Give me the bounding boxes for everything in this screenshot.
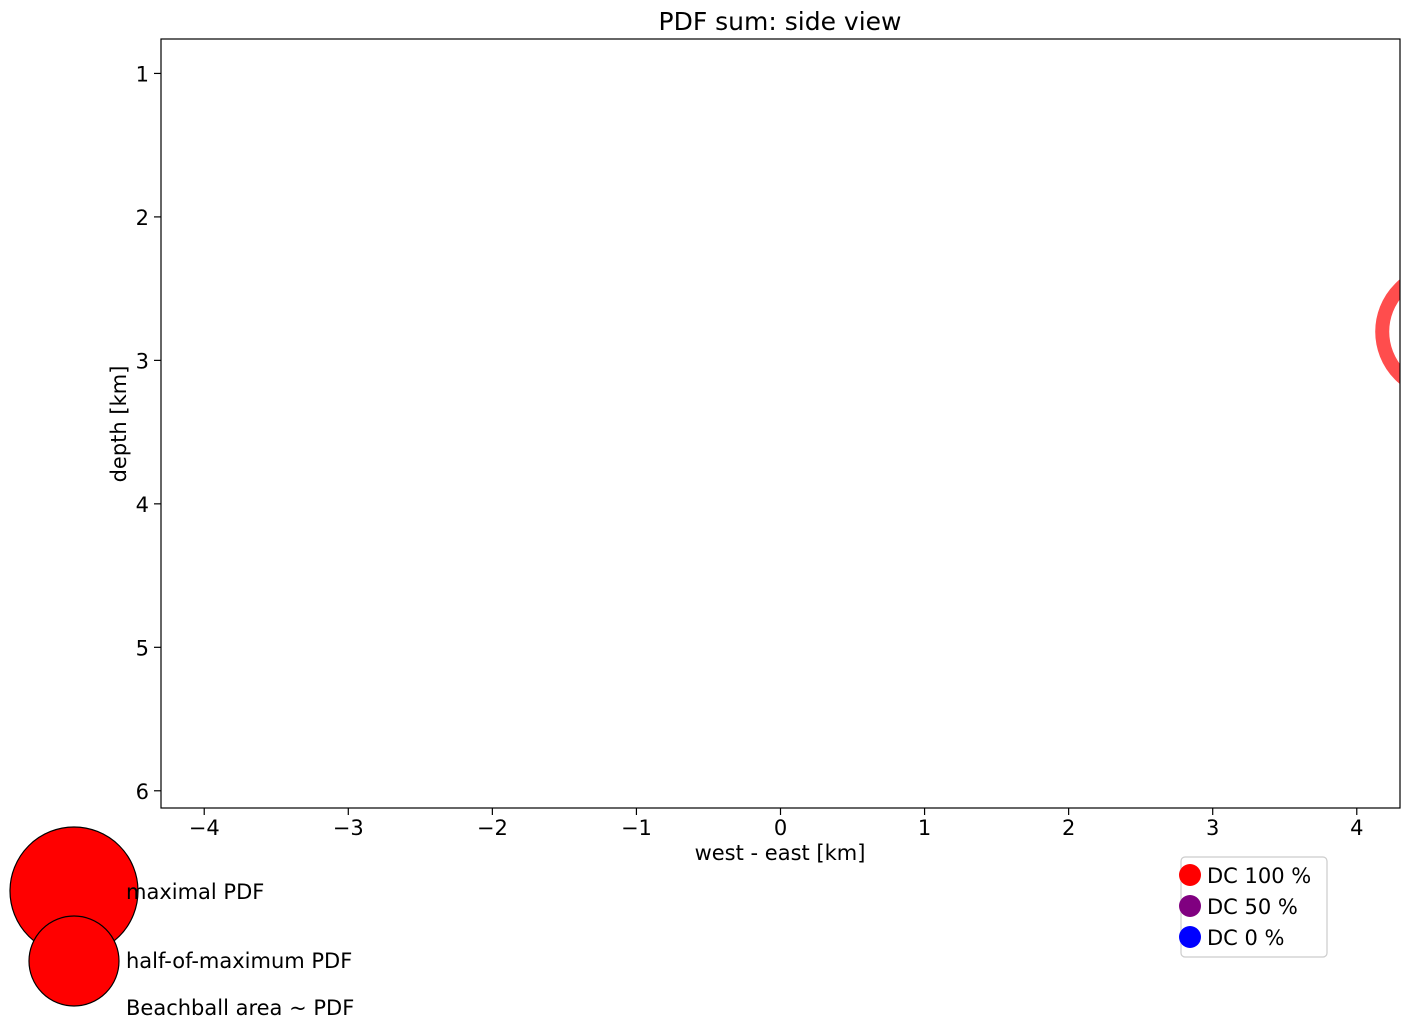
plot-marks [1375, 279, 1400, 385]
size-legend-label-half: half-of-maximum PDF [126, 949, 352, 973]
y-tick-label: 2 [136, 206, 149, 230]
x-tick-label: −4 [189, 816, 220, 840]
color-legend-marker-dc0 [1179, 926, 1201, 948]
color-legend-label-dc100: DC 100 % [1207, 864, 1311, 888]
x-axis: −4 −3 −2 −1 0 1 2 3 4 [189, 808, 1363, 840]
y-tick-label: 1 [136, 62, 149, 86]
color-legend-label-dc50: DC 50 % [1207, 895, 1298, 919]
y-tick-label: 4 [136, 493, 149, 517]
x-tick-label: −1 [621, 816, 652, 840]
y-tick-label: 3 [136, 349, 149, 373]
x-tick-label: 0 [774, 816, 787, 840]
y-tick-label: 5 [136, 636, 149, 660]
color-legend-label-dc0: DC 0 % [1207, 926, 1285, 950]
color-legend-marker-dc100 [1179, 864, 1201, 886]
x-tick-label: 1 [918, 816, 931, 840]
x-axis-label: west - east [km] [695, 841, 866, 865]
size-legend-marker-half [28, 915, 120, 1007]
x-tick-label: 4 [1350, 816, 1363, 840]
y-axis-label: depth [km] [107, 366, 131, 483]
color-legend-marker-dc50 [1179, 895, 1201, 917]
x-tick-label: −2 [477, 816, 508, 840]
size-legend: maximal PDF half-of-maximum PDF Beachbal… [9, 826, 354, 1020]
size-legend-note: Beachball area ~ PDF [126, 996, 354, 1020]
beachball-marker [1375, 279, 1400, 385]
x-tick-label: 3 [1206, 816, 1219, 840]
y-axis: 1 2 3 4 5 6 [136, 62, 161, 804]
x-tick-label: 2 [1062, 816, 1075, 840]
color-legend: DC 100 % DC 50 % DC 0 % [1179, 856, 1328, 958]
chart-title: PDF sum: side view [659, 7, 902, 36]
size-legend-label-max: maximal PDF [126, 880, 264, 904]
x-tick-label: −3 [333, 816, 364, 840]
y-tick-label: 6 [136, 780, 149, 804]
plot-frame [160, 38, 1401, 809]
